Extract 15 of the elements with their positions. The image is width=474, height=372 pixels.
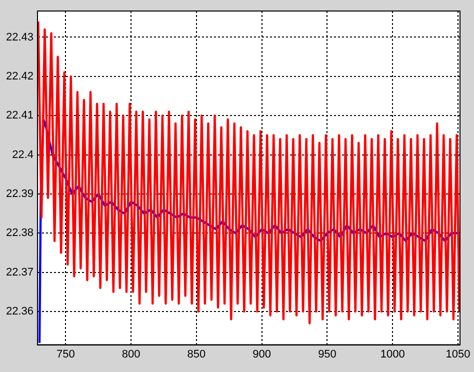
- y-tick-label: 22.41: [6, 110, 34, 122]
- y-tick-label: 22.37: [6, 266, 34, 278]
- y-tick-label: 22.4: [12, 148, 34, 161]
- y-tick-label: 22.42: [6, 70, 34, 82]
- x-tick-label: 900: [252, 348, 272, 360]
- x-tick-label: 950: [318, 348, 336, 360]
- y-tick-label: 22.39: [6, 188, 34, 200]
- y-tick-label: 22.38: [6, 227, 34, 240]
- x-tick-label: 850: [187, 348, 206, 360]
- x-tick-label: 1000: [380, 348, 405, 360]
- y-tick-label: 22.43: [6, 31, 34, 44]
- x-tick-label: 750: [56, 348, 75, 360]
- x-tick-label: 1050: [446, 348, 470, 360]
- y-tick-label: 22.36: [6, 306, 34, 318]
- x-tick-label: 800: [122, 348, 140, 360]
